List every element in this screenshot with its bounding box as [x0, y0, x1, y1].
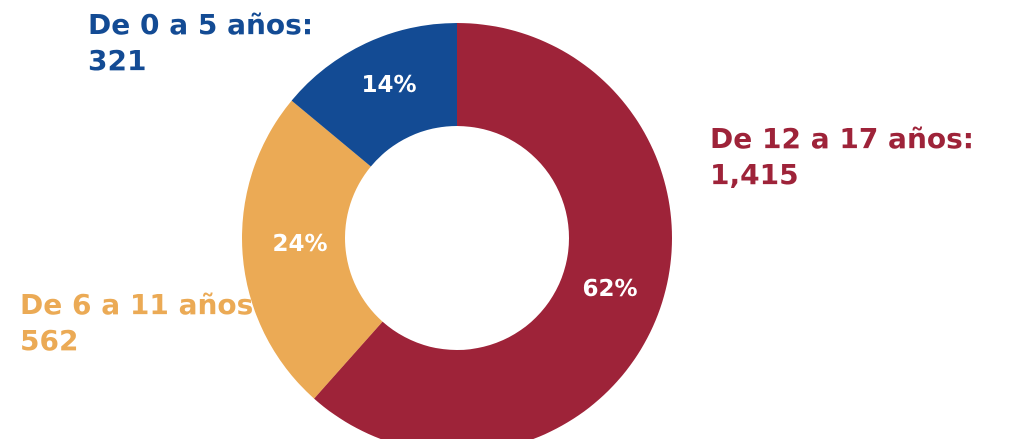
percent-label-de-6-a-11-anos: 24%	[272, 231, 327, 257]
category-value-de-12-a-17-anos: 1,415	[710, 158, 799, 191]
category-name-de-0-a-5-anos: De 0 a 5 años:	[88, 8, 313, 41]
percent-label-de-0-a-5-anos: 14%	[361, 72, 416, 98]
percent-label-de-12-a-17-anos: 62%	[582, 276, 637, 302]
category-name-de-12-a-17-anos: De 12 a 17 años:	[710, 122, 974, 155]
slice-de-0-a-5-anos	[291, 23, 457, 167]
category-labels: De 12 a 17 años:1,415 De 6 a 11 años:562 D…	[20, 8, 974, 357]
category-value-de-6-a-11-anos: 562	[20, 324, 78, 357]
slice-de-6-a-11-anos	[241, 100, 383, 399]
donut-slices	[241, 23, 672, 439]
category-name-de-6-a-11-anos: De 6 a 11 años:	[20, 288, 265, 321]
category-value-de-0-a-5-anos: 321	[88, 44, 146, 77]
slice-de-12-a-17-anos	[314, 23, 672, 439]
percent-labels: 62% 24% 14%	[272, 72, 637, 302]
